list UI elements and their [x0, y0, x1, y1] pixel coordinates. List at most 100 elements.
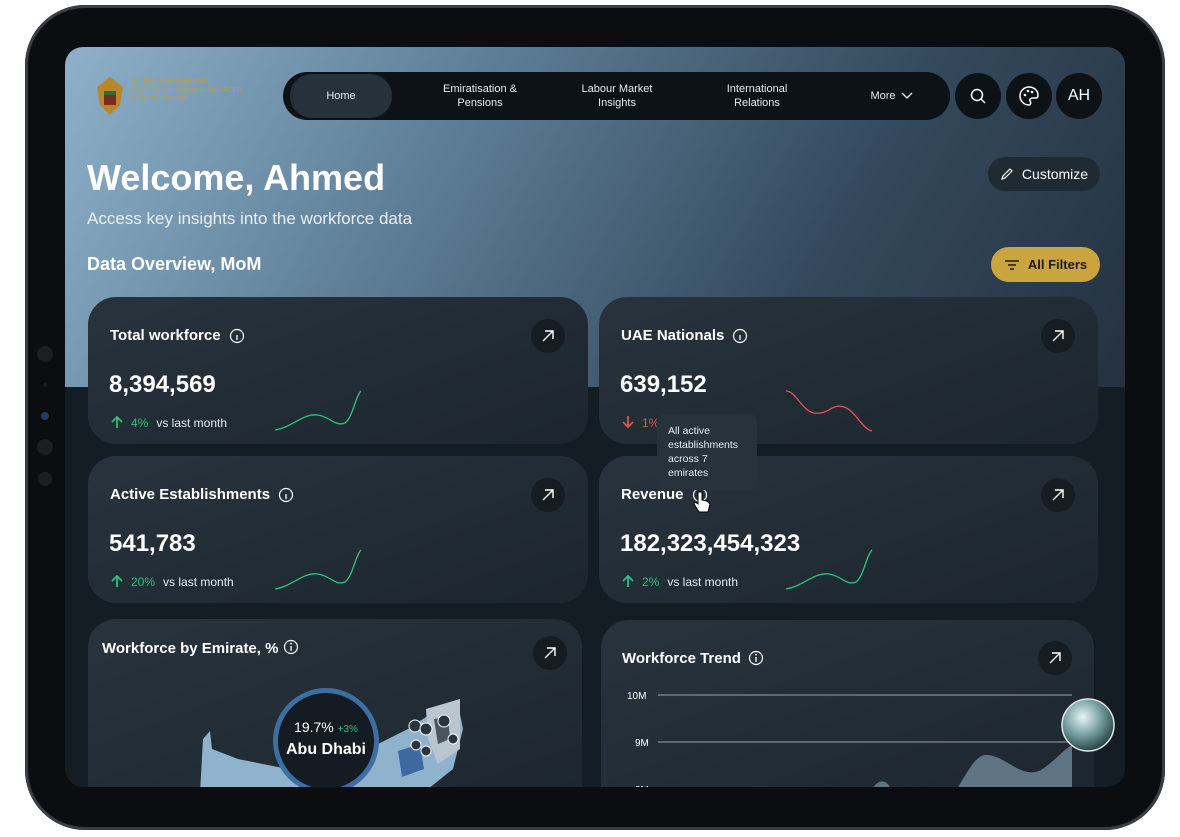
- info-icon: [278, 487, 294, 503]
- sparkline: [785, 390, 873, 432]
- kpi-change-row: 4% vs last month: [131, 416, 227, 430]
- info-icon: [748, 650, 764, 666]
- trend-arrow-path: [622, 416, 634, 429]
- trend-arrow: [622, 574, 634, 587]
- map-card: Workforce by Emirate, % 19.7% +3% Abu Dh…: [88, 619, 582, 787]
- card-title: Workforce Trend: [622, 650, 741, 667]
- share-change: +3%: [337, 724, 358, 735]
- open-button[interactable]: [531, 478, 565, 512]
- sparkline-path: [785, 390, 873, 432]
- trend-arrow-path: [111, 574, 123, 587]
- logo-line: & EMIRATISATION: [131, 95, 187, 102]
- kpi-label: Active Establishments: [110, 486, 271, 503]
- sparkline: [274, 549, 362, 590]
- info-icon: [283, 639, 299, 655]
- badge-row: 19.7% +3%: [278, 719, 374, 735]
- chevron-icon: [901, 92, 913, 99]
- emirates-map: [200, 699, 463, 787]
- device-side-icons: [37, 346, 53, 486]
- arrow-path: [1052, 330, 1064, 342]
- nav-item[interactable]: International Relations: [726, 83, 788, 109]
- info-ring: [733, 328, 748, 344]
- kpi-change-row: 2% vs last month: [642, 575, 738, 589]
- filter-icon: [1004, 259, 1019, 270]
- arrow-path: [1052, 489, 1064, 501]
- kpi-change: 1%: [642, 416, 660, 430]
- sparkline: [274, 390, 362, 431]
- kpi-card: Active Establishments 541,783 20% vs last m…: [88, 456, 588, 603]
- logo-line: MINISTRY OF HUMAN RESOURCES: [131, 86, 242, 94]
- open-button[interactable]: [531, 319, 565, 353]
- sparkline-path: [785, 549, 873, 590]
- page-subtitle: Access key insights into the workforce d…: [87, 209, 413, 228]
- cursor-icon: [693, 491, 711, 513]
- arrow-icon: [542, 330, 554, 342]
- sparkline-path: [274, 549, 362, 590]
- trend-arrow-path: [111, 415, 123, 428]
- arrow-path: [542, 330, 554, 342]
- y-tick-label: 9M: [635, 738, 649, 749]
- trend-area: [873, 745, 1072, 787]
- trend-arrow-path: [622, 574, 634, 587]
- kpi-compare: vs last month: [163, 575, 234, 589]
- info-icon: [229, 328, 244, 344]
- sparkline-path: [274, 390, 362, 431]
- emirate-badge: 19.7% +3% Abu Dhabi: [273, 688, 379, 787]
- logo-emblem: [97, 77, 123, 115]
- avatar[interactable]: AH: [1056, 73, 1102, 119]
- kpi-label: Revenue: [621, 486, 684, 503]
- trend-arrow: [111, 415, 123, 428]
- screen: UNITED ARAB EMIRATES MINISTRY OF HUMAN R…: [65, 47, 1125, 787]
- kpi-change-row: 20% vs last month: [131, 575, 234, 589]
- trend-arrow: [622, 416, 634, 429]
- kpi-label: UAE Nationals: [621, 327, 725, 344]
- logo-line: UNITED ARAB EMIRATES: [131, 78, 209, 85]
- card-title: Workforce by Emirate, %: [102, 640, 279, 657]
- open-button[interactable]: [533, 636, 567, 670]
- info-ring: [278, 487, 294, 503]
- section-title: Data Overview, MoM: [87, 254, 262, 274]
- kpi-value: 541,783: [109, 530, 196, 557]
- arrow-path: [542, 489, 554, 501]
- kpi-compare: vs last month: [156, 416, 228, 430]
- theme-button[interactable]: [1006, 73, 1052, 119]
- kpi-change: 2%: [642, 575, 660, 589]
- search-icon: [970, 88, 986, 104]
- trend-card: Workforce Trend 10M 9M 8M: [601, 620, 1094, 787]
- nav-item[interactable]: Labour Market Insights: [581, 83, 653, 109]
- customize-button[interactable]: Customize: [988, 157, 1100, 191]
- filters-label: All Filters: [1027, 257, 1088, 272]
- nav-more[interactable]: More: [870, 90, 896, 102]
- search-button[interactable]: [955, 73, 1001, 119]
- logo-text: UNITED ARAB EMIRATES MINISTRY OF HUMAN R…: [131, 78, 241, 104]
- customize-label: Customize: [1021, 166, 1089, 182]
- nav-item[interactable]: Emiratisation & Pensions: [443, 83, 517, 109]
- tooltip: All active establishments across 7 emira…: [657, 414, 757, 490]
- open-button[interactable]: [1041, 319, 1075, 353]
- open-button[interactable]: [1041, 478, 1075, 512]
- kpi-compare: vs last month: [667, 575, 739, 589]
- page-title: Welcome, Ahmed: [87, 157, 386, 198]
- kpi-card: Total workforce 8,394,569 4% vs last month: [88, 297, 588, 444]
- assistant-bubble[interactable]: [1060, 697, 1116, 753]
- open-button[interactable]: [1038, 641, 1072, 675]
- filters-button[interactable]: All Filters: [991, 247, 1100, 282]
- kpi-change: 20%: [131, 575, 156, 589]
- arrow-icon: [1052, 489, 1064, 501]
- kpi-value: 639,152: [620, 371, 707, 398]
- pencil-icon: [1000, 168, 1013, 180]
- share-value: 19.7%: [294, 719, 334, 735]
- arrow-icon: [544, 647, 556, 659]
- kpi-label: Total workforce: [110, 327, 221, 344]
- kpi-value: 182,323,454,323: [620, 530, 801, 557]
- nav-bar: Home Emiratisation & Pensions Labour Mar…: [283, 72, 950, 120]
- trend-arrow: [111, 574, 123, 587]
- arrow-icon: [1052, 330, 1064, 342]
- palette-icon: [1019, 86, 1039, 106]
- nav-home[interactable]: Home: [290, 74, 392, 118]
- arrow-icon: [542, 489, 554, 501]
- info-ring: [229, 328, 244, 344]
- info-icon: [733, 328, 748, 344]
